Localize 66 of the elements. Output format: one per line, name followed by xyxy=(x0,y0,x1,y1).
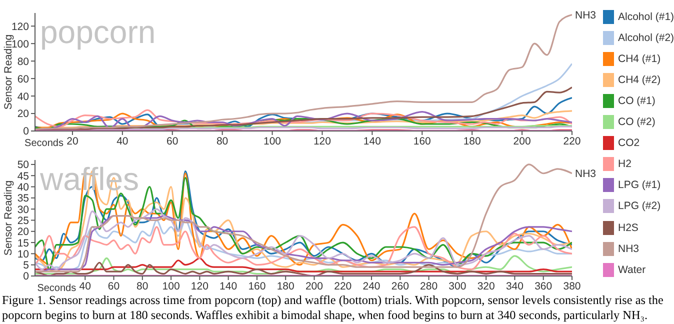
legend-label: CH4 (#2) xyxy=(618,74,661,86)
x-tick-label: 340 xyxy=(506,280,524,292)
y-tick-label: 40 xyxy=(17,181,30,194)
legend-label: Water xyxy=(618,264,646,276)
chart-title: popcorn xyxy=(40,14,156,50)
legend-label: H2 xyxy=(618,158,632,170)
x-tick-label: 120 xyxy=(313,135,332,148)
y-tick-label: 60 xyxy=(17,73,30,86)
x-tick-label: 140 xyxy=(363,135,382,148)
x-tick-label: 380 xyxy=(563,280,581,292)
legend-label: CO (#2) xyxy=(618,116,656,128)
x-tick-label: 160 xyxy=(413,135,432,148)
x-tick-label: 260 xyxy=(391,280,410,292)
x-axis-title: Seconds xyxy=(37,283,76,294)
legend-label: CH4 (#1) xyxy=(618,52,661,65)
x-tick-label: 40 xyxy=(116,135,128,148)
x-tick-label: 60 xyxy=(166,135,178,148)
y-tick-label: 0 xyxy=(23,270,30,283)
x-tick-label: 240 xyxy=(362,280,380,292)
y-tick-label: 10 xyxy=(17,248,30,260)
x-tick-label: 40 xyxy=(79,280,92,292)
x-tick-label: 200 xyxy=(305,280,324,292)
x-tick-label: 300 xyxy=(448,280,466,292)
y-axis-title: Sensor Reading xyxy=(2,180,15,256)
y-tick-label: 15 xyxy=(17,237,30,250)
y-tick-label: 50 xyxy=(17,159,30,172)
y-tick-label: 40 xyxy=(17,90,30,103)
x-tick-label: 220 xyxy=(563,135,581,148)
x-tick-label: 280 xyxy=(420,280,438,292)
x-tick-label: 220 xyxy=(334,280,352,292)
y-tick-label: 120 xyxy=(11,20,30,33)
series-label: NH3 xyxy=(575,9,596,22)
x-tick-label: 160 xyxy=(248,280,266,292)
x-tick-label: 180 xyxy=(463,135,482,148)
y-tick-label: 35 xyxy=(17,192,30,205)
x-tick-label: 140 xyxy=(220,280,238,292)
legend-label: CO2 xyxy=(618,137,640,150)
x-tick-label: 180 xyxy=(276,280,295,292)
y-tick-label: 25 xyxy=(17,214,30,227)
x-tick-label: 120 xyxy=(190,280,209,292)
y-tick-label: 80 xyxy=(17,56,30,68)
x-axis-title: Seconds xyxy=(24,138,64,149)
legend-label: LPG (#1) xyxy=(618,179,661,192)
y-tick-label: 5 xyxy=(23,260,30,272)
x-tick-label: 20 xyxy=(66,135,78,148)
x-tick-label: 200 xyxy=(513,135,531,148)
x-tick-label: 100 xyxy=(162,280,180,292)
legend-label: Alcohol (#2) xyxy=(618,32,674,44)
legend-label: NH3 xyxy=(618,242,640,255)
legend-label: Alcohol (#1) xyxy=(618,10,674,23)
legend-label: CO (#1) xyxy=(618,94,656,107)
x-tick-label: 320 xyxy=(477,280,495,292)
x-tick-label: 80 xyxy=(136,280,148,292)
text: NH3 xyxy=(575,168,596,180)
y-tick-label: 45 xyxy=(17,170,30,182)
y-tick-label: 30 xyxy=(17,204,30,216)
legend-label: H2S xyxy=(618,222,638,234)
x-tick-label: 60 xyxy=(108,280,120,292)
y-tick-label: 20 xyxy=(17,108,30,120)
x-tick-label: 360 xyxy=(534,280,552,292)
y-tick-label: 20 xyxy=(17,226,30,238)
x-tick-label: 100 xyxy=(264,135,282,148)
legend-label: LPG (#2) xyxy=(618,200,661,212)
caption: Figure 1. Sensor readings across time from popcorn (top) and waffle (bottom) trials. With popcorn, sensor levels consistently rise as the popcorn begins to burn at 180 seconds. Waffles exhibit a bimodal shape, when food begins to burn at 340 seconds, particularly NH₃. xyxy=(2,293,664,323)
x-tick-label: 80 xyxy=(216,135,228,148)
y-tick-label: 0 xyxy=(23,126,30,138)
